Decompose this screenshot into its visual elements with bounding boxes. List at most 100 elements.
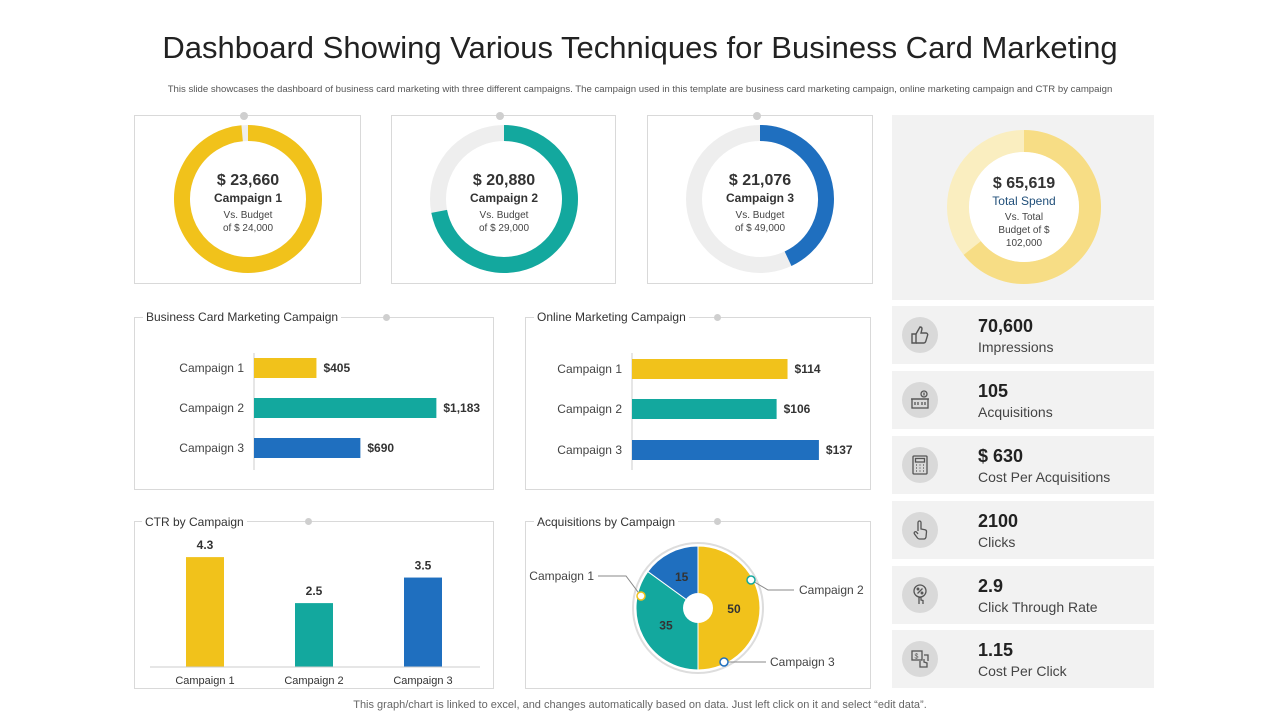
pie-hole <box>683 593 713 623</box>
bar-category-label: Campaign 1 <box>557 362 622 376</box>
percent-hand-icon <box>902 577 938 613</box>
pie-callout-dot <box>746 575 756 585</box>
acquisitions-by-campaign-chart[interactable]: Acquisitions by Campaign 50 35 15 Campaign … <box>525 515 871 689</box>
online-marketing-bars: Campaign 1 $114 Campaign 2 $106 Campaign 3 $1… <box>557 353 853 470</box>
pie-callout-dot <box>719 657 729 667</box>
campaign-1-name: Campaign 1 <box>213 191 282 205</box>
bar-value-label: $106 <box>784 402 811 416</box>
campaign-3-spend-card[interactable]: $ 21,076 Campaign 3 Vs. Budget of $ 49,0… <box>647 112 873 284</box>
pie-value-label: 15 <box>675 570 689 584</box>
bar-value-label: $137 <box>826 443 853 457</box>
business-card-bars: Campaign 1 $405 Campaign 2 $1,183 Campaign 3… <box>179 353 480 470</box>
bar[interactable] <box>186 557 224 667</box>
kpi-click-through-rate-value: 2.9 <box>978 576 1004 596</box>
campaign-1-spend-card[interactable]: $ 23,660 Campaign 1 Vs. Budget of $ 24,0… <box>134 112 361 284</box>
campaign-2-name: Campaign 2 <box>469 191 538 205</box>
kpi-click-through-rate-label: Click Through Rate <box>978 599 1098 615</box>
campaign-2-spend-card[interactable]: $ 20,880 Campaign 2 Vs. Budget of $ 29,0… <box>391 112 616 284</box>
acquisitions-pie: 50 35 15 Campaign 1 Campaign 2 Campaign 3 <box>529 542 864 674</box>
bar-category-label: Campaign 3 <box>393 675 452 687</box>
campaign-3-amount: $ 21,076 <box>728 172 792 189</box>
total-budget-line3: 102,000 <box>1005 238 1043 249</box>
ctr-bars: 4.3 Campaign 1 2.5 Campaign 2 3.5 Campaign 3 <box>150 538 480 687</box>
pie-category-label: Campaign 1 <box>529 569 594 583</box>
chart-title: Acquisitions by Campaign <box>534 515 679 529</box>
kpi-cost-per-acquisitions[interactable]: $ 630 Cost Per Acquisitions <box>892 436 1154 494</box>
campaign-2-budget-line2: of $ 29,000 <box>478 223 530 234</box>
bar-category-label: Campaign 3 <box>557 443 622 457</box>
kpi-acquisitions-label: Acquisitions <box>978 404 1053 420</box>
kpi-impressions-label: Impressions <box>978 339 1054 355</box>
page-title: Dashboard Showing Various Techniques for… <box>162 30 1118 65</box>
bar[interactable] <box>254 438 361 458</box>
pie-callout-line <box>598 575 642 597</box>
bar[interactable] <box>295 603 333 667</box>
bar[interactable] <box>632 359 788 379</box>
campaign-3-budget-line1: Vs. Budget <box>735 210 785 221</box>
kpi-clicks-value: 2100 <box>978 511 1019 531</box>
kpi-cost-per-click[interactable]: $ 1.15 Cost Per Click <box>892 630 1154 688</box>
bar[interactable] <box>632 440 819 460</box>
pie-category-label: Campaign 3 <box>770 655 835 669</box>
bar-value-label: $690 <box>367 441 394 455</box>
pie-callout-dot <box>636 591 646 601</box>
bar-category-label: Campaign 3 <box>179 441 244 455</box>
campaign-1-budget-line2: of $ 24,000 <box>222 223 274 234</box>
bar[interactable] <box>632 399 777 419</box>
total-spend-card[interactable]: $ 65,619 Total Spend Vs. Total Budget of… <box>892 115 1154 300</box>
total-spend-arc <box>963 130 1101 284</box>
calculator-icon <box>902 447 938 483</box>
kpi-clicks[interactable]: 2100 Clicks <box>892 501 1154 559</box>
campaign-2-amount: $ 20,880 <box>472 172 536 189</box>
card-marker-dot <box>240 112 248 120</box>
pie-value-label: 50 <box>727 602 741 616</box>
bar-category-label: Campaign 2 <box>557 402 622 416</box>
bar-value-label: 3.5 <box>415 559 432 573</box>
card-marker-dot <box>753 112 761 120</box>
ctr-by-campaign-chart[interactable]: CTR by Campaign 4.3 Campaign 1 2.5 Campaign… <box>134 515 494 689</box>
pie-slice[interactable] <box>635 570 699 671</box>
bar[interactable] <box>404 577 442 667</box>
total-name: Total Spend <box>992 194 1056 208</box>
total-spend-donut: $ 65,619 Total Spend Vs. Total Budget of… <box>945 128 1103 286</box>
card-marker-dot <box>496 112 504 120</box>
campaign-2-spend-arc <box>431 125 578 273</box>
pointer-hand-icon <box>902 512 938 548</box>
svg-text:$: $ <box>915 654 919 661</box>
kpi-acquisitions[interactable]: 105 Acquisitions <box>892 371 1154 429</box>
dollar-hand-icon: $ <box>902 641 938 677</box>
kpi-impressions[interactable]: 70,600 Impressions <box>892 306 1154 364</box>
pie-callout-line <box>750 579 794 591</box>
pie-slice[interactable] <box>647 545 699 609</box>
chart-marker-dot <box>714 314 721 321</box>
pie-outer-ring <box>632 542 764 674</box>
campaign-1-budget-line1: Vs. Budget <box>223 210 273 221</box>
bar-category-label: Campaign 1 <box>179 361 244 375</box>
footer-note: This graph/chart is linked to excel, and… <box>353 699 927 711</box>
bar-category-label: Campaign 2 <box>284 675 343 687</box>
campaign-1-spend-arc <box>174 125 322 273</box>
kpi-acquisitions-value: 105 <box>978 381 1009 401</box>
building-money-icon <box>902 382 938 418</box>
campaign-3-spend-arc <box>759 125 834 266</box>
bar-value-label: $1,183 <box>443 401 480 415</box>
bar-category-label: Campaign 1 <box>175 675 234 687</box>
pie-value-label: 35 <box>659 618 673 632</box>
bar[interactable] <box>254 358 317 378</box>
kpi-clicks-label: Clicks <box>978 534 1016 550</box>
bar[interactable] <box>254 398 437 418</box>
kpi-cost-per-acquisitions-value: $ 630 <box>978 446 1024 466</box>
kpi-cost-per-click-value: 1.15 <box>978 640 1014 660</box>
kpi-click-through-rate[interactable]: 2.9 Click Through Rate <box>892 566 1154 624</box>
total-amount: $ 65,619 <box>992 175 1056 192</box>
total-budget-line2: Budget of $ <box>998 225 1050 236</box>
campaign-2-donut: $ 20,880 Campaign 2 Vs. Budget of $ 29,0… <box>429 124 579 274</box>
chart-title: Online Marketing Campaign <box>534 310 689 324</box>
bar-value-label: 4.3 <box>197 538 214 552</box>
page-subtitle: This slide showcases the dashboard of bu… <box>167 84 1113 95</box>
campaign-3-budget-line2: of $ 49,000 <box>734 223 786 234</box>
online-marketing-campaign-chart[interactable]: Online Marketing Campaign Campaign 1 $114… <box>525 310 871 490</box>
business-card-campaign-chart[interactable]: Business Card Marketing Campaign Campaig… <box>134 310 494 490</box>
chart-title: CTR by Campaign <box>142 515 247 529</box>
campaign-1-donut: $ 23,660 Campaign 1 Vs. Budget of $ 24,0… <box>173 124 323 274</box>
